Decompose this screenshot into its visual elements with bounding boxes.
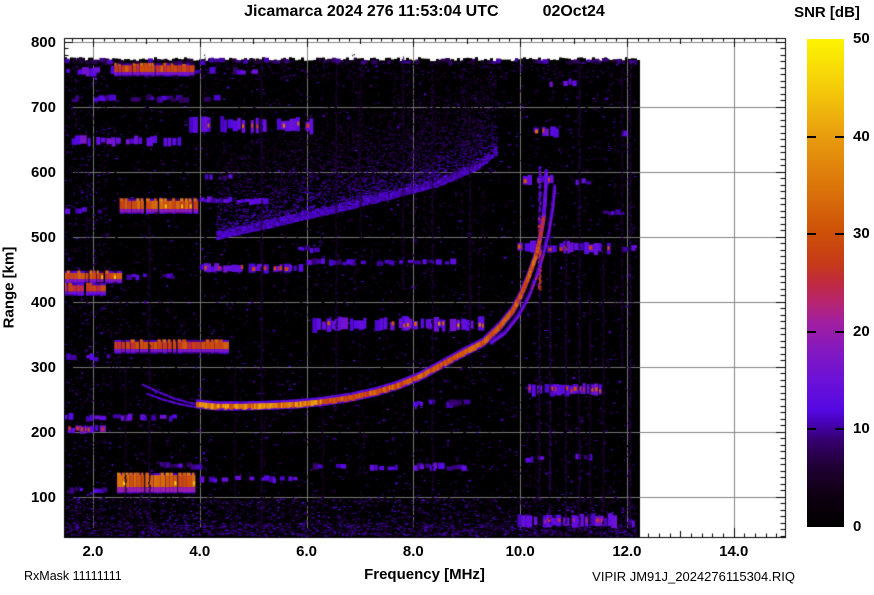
colorbar-tick-label: 20 xyxy=(853,322,870,340)
x-axis-tick-label: 12.0 xyxy=(612,543,642,560)
colorbar-tick xyxy=(835,330,844,333)
colorbar-tick-label: 30 xyxy=(853,225,870,243)
x-axis-tick-label: 14.0 xyxy=(719,543,749,560)
colorbar-tick-label: 50 xyxy=(853,30,870,47)
snr-colorbar xyxy=(807,39,844,527)
x-axis-tick-label: 2.0 xyxy=(82,543,104,560)
x-axis-tick-label: 6.0 xyxy=(296,543,317,560)
y-axis-tick-label: 700 xyxy=(30,98,56,116)
colorbar-tick xyxy=(807,135,816,138)
x-axis-tick-label: 4.0 xyxy=(189,543,211,560)
colorbar-tick xyxy=(835,135,844,138)
y-axis-title: Range [km] xyxy=(0,246,18,329)
chart-title-date: 02Oct24 xyxy=(542,3,605,20)
colorbar-tick-label: 40 xyxy=(853,127,870,145)
colorbar-tick xyxy=(835,233,844,236)
rxmask-label: RxMask 11111111 xyxy=(24,569,122,583)
y-axis-tick-label: 800 xyxy=(30,33,56,51)
y-axis-tick-label: 400 xyxy=(30,293,56,311)
colorbar-tick xyxy=(807,428,816,431)
filename-label: VIPIR JM91J_2024276115304.RIQ xyxy=(592,569,795,584)
y-axis-tick-label: 500 xyxy=(30,228,56,246)
x-axis-title: Frequency [MHz] xyxy=(364,566,485,583)
y-axis-tick-label: 200 xyxy=(30,423,56,441)
x-axis-tick-label: 10.0 xyxy=(505,543,535,560)
colorbar-tick xyxy=(835,428,844,431)
x-axis-tick-label: 8.0 xyxy=(402,543,424,560)
chart-title-main: Jicamarca 2024 276 11:53:04 UTC xyxy=(244,3,499,20)
colorbar-tick xyxy=(807,330,816,333)
chart-title: Jicamarca 2024 276 11:53:04 UTC 02Oct24 xyxy=(64,3,785,21)
y-axis-tick-label: 300 xyxy=(30,358,56,376)
y-axis-tick-label: 600 xyxy=(30,163,56,181)
y-axis-tick-label: 100 xyxy=(30,488,56,506)
colorbar-tick-label: 0 xyxy=(853,518,862,535)
colorbar-tick-label: 10 xyxy=(853,420,870,438)
colorbar-tick xyxy=(807,233,816,236)
colorbar-title: SNR [dB] xyxy=(794,4,860,21)
